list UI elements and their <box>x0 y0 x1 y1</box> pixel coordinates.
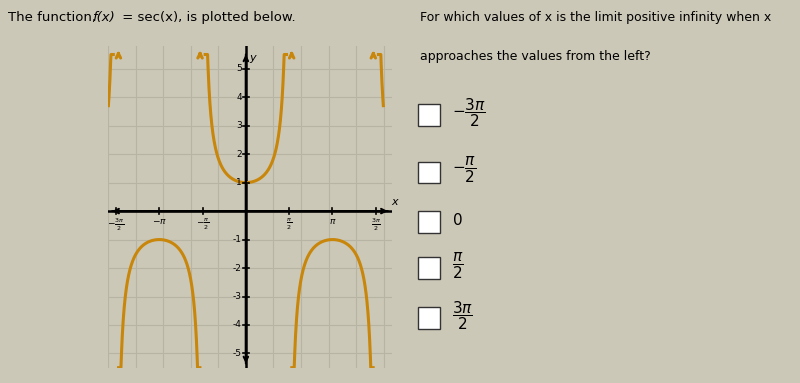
Text: -5: -5 <box>233 349 242 358</box>
FancyBboxPatch shape <box>418 307 440 329</box>
Text: approaches the values from the left?: approaches the values from the left? <box>420 50 650 63</box>
Text: = sec(x), is plotted below.: = sec(x), is plotted below. <box>118 11 296 25</box>
Text: $\dfrac{3\pi}{2}$: $\dfrac{3\pi}{2}$ <box>451 300 473 332</box>
Text: 2: 2 <box>236 150 242 159</box>
Text: $-\dfrac{3\pi}{2}$: $-\dfrac{3\pi}{2}$ <box>451 97 486 129</box>
Text: y: y <box>249 53 256 63</box>
FancyBboxPatch shape <box>418 257 440 279</box>
Text: 5: 5 <box>236 64 242 73</box>
Text: $\frac{3\pi}{2}$: $\frac{3\pi}{2}$ <box>371 217 381 233</box>
Text: $-\pi$: $-\pi$ <box>152 217 166 226</box>
Text: 3: 3 <box>236 121 242 130</box>
Text: $\frac{\pi}{2}$: $\frac{\pi}{2}$ <box>286 217 292 232</box>
Text: -2: -2 <box>233 264 242 273</box>
FancyBboxPatch shape <box>418 211 440 233</box>
Text: The function,: The function, <box>8 11 100 25</box>
Text: $-\dfrac{\pi}{2}$: $-\dfrac{\pi}{2}$ <box>451 155 476 185</box>
Text: For which values of x is the limit positive infinity when x: For which values of x is the limit posit… <box>420 11 771 25</box>
Text: f(x): f(x) <box>92 11 114 25</box>
Text: 1: 1 <box>236 178 242 187</box>
Text: $-\frac{3\pi}{2}$: $-\frac{3\pi}{2}$ <box>107 217 125 233</box>
Text: $-\frac{\pi}{2}$: $-\frac{\pi}{2}$ <box>196 217 210 232</box>
Text: 4: 4 <box>236 93 242 102</box>
Text: -4: -4 <box>233 321 242 329</box>
Text: $0$: $0$ <box>451 212 462 228</box>
Text: $\dfrac{\pi}{2}$: $\dfrac{\pi}{2}$ <box>451 251 463 281</box>
FancyBboxPatch shape <box>418 104 440 126</box>
Text: x: x <box>391 197 398 207</box>
Text: -3: -3 <box>233 292 242 301</box>
FancyBboxPatch shape <box>418 162 440 183</box>
Text: -1: -1 <box>233 235 242 244</box>
Text: $\pi$: $\pi$ <box>329 217 336 226</box>
